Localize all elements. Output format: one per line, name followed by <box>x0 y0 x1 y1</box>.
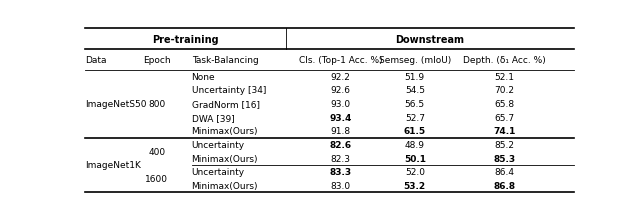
Text: 61.5: 61.5 <box>404 127 426 136</box>
Text: ImageNet1K: ImageNet1K <box>85 161 141 170</box>
Text: 65.8: 65.8 <box>494 100 514 109</box>
Text: 70.2: 70.2 <box>494 86 514 95</box>
Text: 86.4: 86.4 <box>494 167 514 176</box>
Text: 54.5: 54.5 <box>405 86 425 95</box>
Text: 83.0: 83.0 <box>330 181 351 190</box>
Text: Depth. (δ₁ Acc. %): Depth. (δ₁ Acc. %) <box>463 56 545 65</box>
Text: Uncertainty: Uncertainty <box>191 167 244 176</box>
Text: Pre-training: Pre-training <box>152 34 219 44</box>
Text: Minimax(Ours): Minimax(Ours) <box>191 127 258 136</box>
Text: Uncertainty: Uncertainty <box>191 140 244 149</box>
Text: 93.4: 93.4 <box>329 113 351 122</box>
Text: Semseg. (mIoU): Semseg. (mIoU) <box>379 56 451 65</box>
Text: Epoch: Epoch <box>143 56 171 65</box>
Text: 56.5: 56.5 <box>404 100 425 109</box>
Text: Minimax(Ours): Minimax(Ours) <box>191 181 258 190</box>
Text: 85.3: 85.3 <box>493 154 515 163</box>
Text: ImageNetS50: ImageNetS50 <box>85 100 147 109</box>
Text: Uncertainty [34]: Uncertainty [34] <box>191 86 266 95</box>
Text: 52.7: 52.7 <box>405 113 425 122</box>
Text: 93.0: 93.0 <box>330 100 351 109</box>
Text: Data: Data <box>85 56 106 65</box>
Text: 52.0: 52.0 <box>405 167 425 176</box>
Text: 86.8: 86.8 <box>493 181 515 190</box>
Text: GradNorm [16]: GradNorm [16] <box>191 100 260 109</box>
Text: Downstream: Downstream <box>395 34 464 44</box>
Text: 92.2: 92.2 <box>330 72 350 81</box>
Text: Task-Balancing: Task-Balancing <box>191 56 259 65</box>
Text: 50.1: 50.1 <box>404 154 426 163</box>
Text: 82.3: 82.3 <box>330 154 351 163</box>
Text: 91.8: 91.8 <box>330 127 351 136</box>
Text: 65.7: 65.7 <box>494 113 514 122</box>
Text: 92.6: 92.6 <box>330 86 351 95</box>
Text: 400: 400 <box>148 147 166 156</box>
Text: 51.9: 51.9 <box>404 72 425 81</box>
Text: Minimax(Ours): Minimax(Ours) <box>191 154 258 163</box>
Text: DWA [39]: DWA [39] <box>191 113 234 122</box>
Text: 82.6: 82.6 <box>330 140 351 149</box>
Text: Cls. (Top-1 Acc. %): Cls. (Top-1 Acc. %) <box>299 56 382 65</box>
Text: 52.1: 52.1 <box>494 72 514 81</box>
Text: 1600: 1600 <box>145 174 168 183</box>
Text: None: None <box>191 72 215 81</box>
Text: 85.2: 85.2 <box>494 140 514 149</box>
Text: 74.1: 74.1 <box>493 127 515 136</box>
Text: 48.9: 48.9 <box>405 140 425 149</box>
Text: 53.2: 53.2 <box>404 181 426 190</box>
Text: 800: 800 <box>148 100 166 109</box>
Text: 83.3: 83.3 <box>330 167 351 176</box>
